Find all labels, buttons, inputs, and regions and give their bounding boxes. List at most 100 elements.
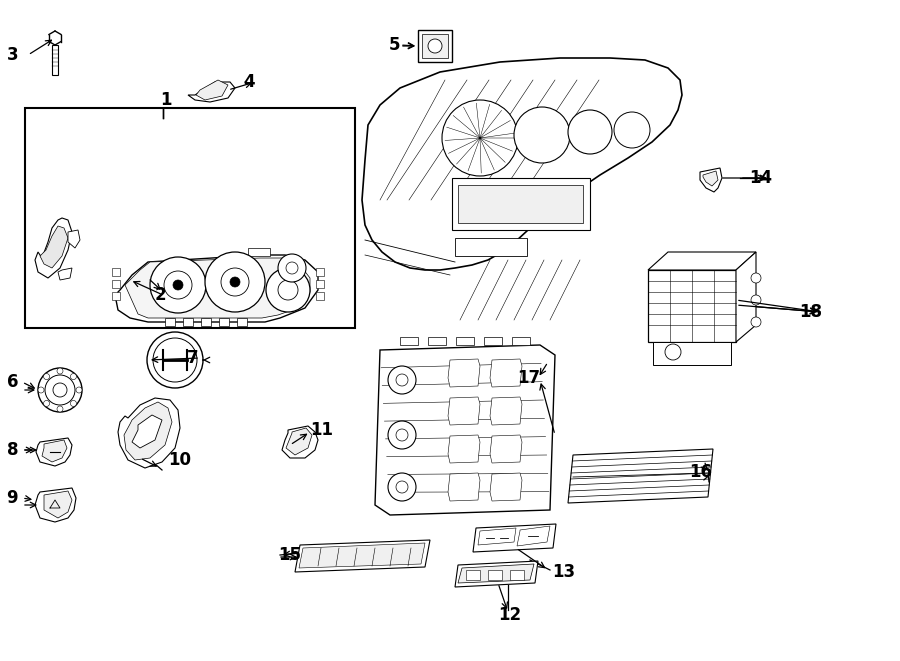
Polygon shape: [455, 561, 538, 587]
Bar: [512, 337, 530, 345]
Polygon shape: [473, 524, 556, 552]
Polygon shape: [648, 270, 736, 342]
Polygon shape: [68, 230, 80, 248]
Polygon shape: [648, 252, 756, 270]
Circle shape: [266, 268, 310, 312]
Polygon shape: [700, 168, 722, 192]
Polygon shape: [295, 540, 430, 572]
Text: 17: 17: [517, 369, 540, 387]
Bar: [316, 268, 324, 276]
Circle shape: [164, 271, 192, 299]
Circle shape: [278, 254, 306, 282]
Polygon shape: [118, 398, 180, 468]
Bar: [112, 280, 120, 288]
Circle shape: [514, 107, 570, 163]
Bar: [316, 280, 324, 288]
Text: 3: 3: [6, 46, 18, 64]
Polygon shape: [478, 528, 516, 545]
Polygon shape: [736, 252, 756, 342]
Circle shape: [278, 280, 298, 300]
Text: 6: 6: [6, 373, 18, 391]
Bar: [237, 318, 247, 326]
Circle shape: [665, 344, 681, 360]
Bar: [25, 108, 355, 328]
Polygon shape: [116, 255, 318, 322]
Circle shape: [751, 317, 761, 327]
Circle shape: [205, 252, 265, 312]
Circle shape: [396, 374, 408, 386]
Text: 2: 2: [155, 286, 166, 304]
Polygon shape: [703, 171, 718, 186]
Text: 14: 14: [749, 169, 772, 187]
Circle shape: [38, 387, 44, 393]
Bar: [484, 337, 502, 345]
Bar: [52, 45, 58, 75]
Polygon shape: [282, 426, 318, 458]
Bar: [201, 318, 211, 326]
Bar: [466, 570, 480, 580]
Circle shape: [614, 112, 650, 148]
Text: 13: 13: [552, 563, 575, 581]
Circle shape: [153, 338, 197, 382]
Circle shape: [57, 406, 63, 412]
Text: 11: 11: [310, 421, 333, 439]
Polygon shape: [448, 473, 480, 501]
Text: 1: 1: [160, 91, 172, 109]
Circle shape: [57, 368, 63, 374]
Circle shape: [147, 332, 203, 388]
Circle shape: [396, 481, 408, 493]
Bar: [248, 248, 270, 256]
Polygon shape: [35, 218, 72, 278]
Circle shape: [230, 277, 240, 287]
Polygon shape: [422, 34, 448, 58]
Polygon shape: [375, 345, 555, 515]
Polygon shape: [418, 30, 452, 62]
Polygon shape: [490, 359, 522, 387]
Bar: [488, 570, 502, 580]
Polygon shape: [448, 359, 480, 387]
Bar: [452, 178, 590, 230]
Polygon shape: [58, 268, 72, 280]
Polygon shape: [42, 440, 67, 462]
Polygon shape: [40, 226, 68, 268]
Bar: [316, 292, 324, 300]
Circle shape: [388, 421, 416, 449]
Bar: [112, 268, 120, 276]
Circle shape: [568, 110, 612, 154]
Text: 7: 7: [186, 349, 198, 367]
Polygon shape: [299, 543, 425, 568]
Polygon shape: [196, 80, 228, 100]
Text: 12: 12: [499, 606, 522, 624]
Circle shape: [221, 268, 249, 296]
Polygon shape: [448, 435, 480, 463]
Circle shape: [150, 257, 206, 313]
Circle shape: [173, 280, 183, 290]
Text: 9: 9: [6, 489, 18, 507]
Circle shape: [43, 401, 50, 407]
Circle shape: [388, 473, 416, 501]
Bar: [219, 318, 229, 326]
Bar: [428, 337, 446, 345]
Circle shape: [70, 401, 77, 407]
Bar: [112, 292, 120, 300]
Circle shape: [70, 373, 77, 379]
Polygon shape: [568, 449, 713, 503]
Text: 18: 18: [799, 303, 822, 321]
Bar: [400, 337, 418, 345]
Circle shape: [751, 273, 761, 283]
Polygon shape: [458, 564, 534, 583]
Polygon shape: [124, 402, 172, 460]
Text: 10: 10: [168, 451, 191, 469]
Text: 4: 4: [243, 73, 255, 91]
Polygon shape: [35, 488, 76, 522]
Polygon shape: [188, 82, 235, 102]
Polygon shape: [125, 258, 310, 318]
Bar: [165, 318, 175, 326]
Polygon shape: [448, 397, 480, 425]
Circle shape: [43, 373, 50, 379]
Circle shape: [428, 39, 442, 53]
Polygon shape: [517, 526, 550, 546]
Text: 16: 16: [689, 463, 712, 481]
Polygon shape: [653, 342, 731, 365]
Circle shape: [38, 368, 82, 412]
